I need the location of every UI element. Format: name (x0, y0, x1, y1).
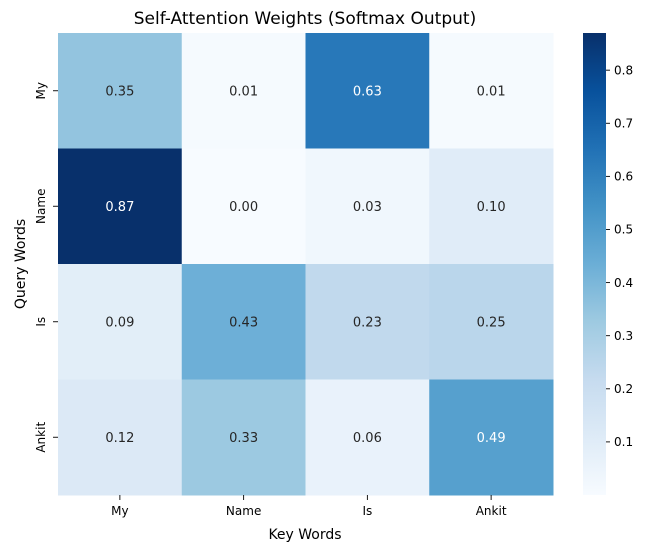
cell-value-label: 0.23 (353, 315, 382, 330)
cell-value-label: 0.12 (105, 431, 134, 446)
y-tick-label: Name (34, 189, 48, 224)
y-axis-label: Query Words (13, 219, 29, 309)
y-axis-ticks: My Name Is Ankit (34, 82, 58, 453)
heatmap-cell-r2-c1 (181, 264, 306, 380)
cell-value-label: 0.43 (229, 315, 258, 330)
colorbar-tick-label: 0.8 (614, 63, 633, 77)
cell-value-label: 0.49 (477, 431, 506, 446)
cell-value-label: 0.03 (353, 200, 382, 215)
cell-value-label: 0.35 (105, 84, 134, 99)
heatmap-cell-r0-c1 (181, 33, 306, 149)
heatmap-cell-r2-c3 (429, 264, 554, 380)
colorbar-tick-label: 0.2 (614, 382, 633, 396)
x-tick-label: Is (362, 504, 372, 518)
colorbar-tick-label: 0.7 (614, 116, 633, 130)
colorbar-gradient (583, 33, 606, 495)
colorbar-tick-label: 0.6 (614, 170, 633, 184)
x-tick-label: My (111, 504, 128, 518)
heatmap-cell-r1-c0 (58, 148, 183, 265)
heatmap-cell-r2-c0 (58, 264, 183, 380)
heatmap-cells: 0.35 0.01 0.63 0.01 0.87 0.00 0.03 0.10 0.09 0.43… (58, 33, 554, 496)
colorbar-tick-label: 0.4 (614, 276, 633, 290)
y-tick-label: Is (34, 317, 48, 327)
heatmap-cell-r1-c2 (305, 148, 430, 265)
cell-value-label: 0.10 (477, 200, 506, 215)
cell-value-label: 0.87 (105, 200, 134, 215)
heatmap-cell-r3-c2 (305, 379, 430, 496)
cell-value-label: 0.01 (229, 84, 258, 99)
cell-value-label: 0.01 (477, 84, 506, 99)
cell-value-label: 0.06 (353, 431, 382, 446)
colorbar-tick-label: 0.5 (614, 223, 633, 237)
colorbar-tick-label: 0.1 (614, 435, 633, 449)
x-tick-label: Ankit (476, 504, 507, 518)
x-axis-label: Key Words (268, 527, 341, 543)
heatmap-cell-r0-c2 (305, 33, 430, 149)
heatmap-cell-r3-c0 (58, 379, 183, 496)
cell-value-label: 0.09 (105, 315, 134, 330)
heatmap-cell-r1-c3 (429, 148, 554, 265)
x-tick-label: Name (226, 504, 261, 518)
x-axis-ticks: My Name Is Ankit (111, 495, 507, 518)
heatmap-cell-r0-c3 (429, 33, 554, 149)
cell-value-label: 0.25 (477, 315, 506, 330)
y-tick-label: Ankit (34, 422, 48, 453)
y-tick-label: My (34, 82, 48, 99)
heatmap-cell-r1-c1 (181, 148, 306, 265)
cell-value-label: 0.63 (353, 84, 382, 99)
heatmap-cell-r3-c3 (429, 379, 554, 496)
colorbar: 0.1 0.2 0.3 0.4 0.5 0.6 0.7 0.8 (583, 33, 633, 495)
heatmap-cell-r3-c1 (181, 379, 306, 496)
cell-value-label: 0.00 (229, 200, 258, 215)
colorbar-tick-label: 0.3 (614, 329, 633, 343)
chart-title: Self-Attention Weights (Softmax Output) (134, 9, 476, 29)
heatmap-cell-r2-c2 (305, 264, 430, 380)
heatmap-cell-r0-c0 (58, 33, 183, 149)
cell-value-label: 0.33 (229, 431, 258, 446)
